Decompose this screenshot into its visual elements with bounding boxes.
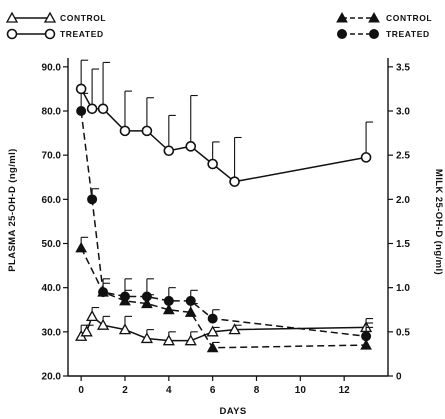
y-left-tick-label: 80.0 bbox=[42, 107, 62, 118]
x-tick-label: 6 bbox=[210, 385, 216, 396]
data-point bbox=[162, 303, 175, 315]
y-right-tick-label: 2.5 bbox=[396, 151, 410, 162]
y-right-tick-label: 1.5 bbox=[396, 239, 410, 250]
data-point bbox=[162, 334, 175, 346]
series-treated-filledcircle bbox=[76, 92, 374, 342]
x-tick-label: 2 bbox=[122, 385, 128, 396]
data-point bbox=[185, 295, 196, 306]
data-point bbox=[229, 176, 240, 187]
data-point bbox=[141, 291, 152, 302]
axes: 20.0 30.0 40.0 50.0 60.0 70.0 80.0 90.0 0 0.5 1.0 1… bbox=[42, 58, 410, 396]
data-point bbox=[163, 145, 175, 157]
data-point bbox=[119, 291, 130, 302]
legend-marker bbox=[368, 11, 380, 23]
data-point bbox=[118, 323, 132, 335]
data-point bbox=[75, 241, 88, 253]
data-point bbox=[97, 103, 109, 115]
x-tick-label: 0 bbox=[78, 385, 84, 396]
y-left-tick-label: 70.0 bbox=[42, 151, 62, 162]
y-right-tick-label: 3.0 bbox=[396, 107, 410, 118]
x-tick-label: 12 bbox=[339, 385, 351, 396]
legend-label: CONTROL bbox=[60, 13, 106, 23]
series-control-opentriangle bbox=[75, 306, 374, 346]
data-point bbox=[80, 325, 93, 337]
x-tick-label: 8 bbox=[254, 385, 260, 396]
y-left-tick-label: 30.0 bbox=[42, 327, 62, 338]
data-point bbox=[184, 306, 197, 317]
y-right-tick-label: 1.0 bbox=[396, 283, 410, 294]
series-line bbox=[80, 88, 367, 183]
y-left-tick-label: 20.0 bbox=[42, 372, 62, 383]
data-point bbox=[184, 334, 197, 346]
data-point bbox=[207, 313, 218, 324]
legend-marker bbox=[44, 28, 56, 40]
data-point bbox=[98, 287, 109, 298]
y-left-tick-label: 90.0 bbox=[42, 62, 62, 73]
data-point bbox=[185, 141, 197, 152]
data-point bbox=[163, 295, 174, 306]
legend-marker bbox=[5, 11, 19, 23]
y-left-tick-label: 60.0 bbox=[42, 195, 62, 206]
data-point bbox=[86, 103, 98, 115]
y-left-tick-label: 50.0 bbox=[42, 239, 62, 250]
series-layer bbox=[75, 59, 374, 353]
data-point bbox=[206, 325, 219, 337]
legend-marker bbox=[336, 11, 348, 23]
x-axis-title: DAYS bbox=[219, 406, 246, 417]
legend-label: TREATED bbox=[386, 29, 430, 39]
data-point bbox=[360, 339, 372, 350]
legend-marker bbox=[337, 29, 347, 39]
legend-marker bbox=[6, 28, 18, 40]
legend-marker bbox=[43, 11, 57, 23]
x-tick-label: 4 bbox=[166, 385, 172, 396]
data-point bbox=[140, 332, 154, 344]
legend-left: CONTROL TREATED bbox=[5, 11, 106, 40]
y-right-tick-label: 2.0 bbox=[396, 195, 410, 206]
legend-label: CONTROL bbox=[386, 13, 432, 23]
data-point bbox=[86, 310, 99, 322]
y-left-tick-label: 40.0 bbox=[42, 283, 62, 294]
data-point bbox=[75, 83, 87, 95]
x-tick-label: 10 bbox=[295, 385, 307, 396]
y-right-tick-label: 3.5 bbox=[396, 62, 410, 73]
data-point bbox=[207, 158, 218, 170]
data-point bbox=[141, 297, 153, 309]
data-point bbox=[96, 318, 110, 330]
y-right-tick-label: 0 bbox=[396, 372, 402, 383]
y-axis-title-right: MILK 25-OH-D (ng/ml) bbox=[433, 169, 444, 275]
legend-label: TREATED bbox=[60, 29, 104, 39]
data-point bbox=[141, 125, 153, 137]
data-point bbox=[119, 125, 131, 137]
series-treated-opencircle bbox=[75, 59, 374, 187]
data-point bbox=[361, 331, 372, 342]
y-right-tick-label: 0.5 bbox=[396, 327, 410, 338]
y-axis-title-left: PLASMA 25-OH-D (ng/ml) bbox=[7, 148, 18, 272]
data-point bbox=[87, 194, 98, 205]
data-point bbox=[76, 106, 87, 116]
data-point bbox=[360, 152, 372, 163]
legend-right: CONTROL TREATED bbox=[336, 11, 432, 39]
data-point bbox=[206, 341, 219, 353]
legend-marker bbox=[369, 29, 379, 39]
data-point bbox=[228, 323, 241, 335]
